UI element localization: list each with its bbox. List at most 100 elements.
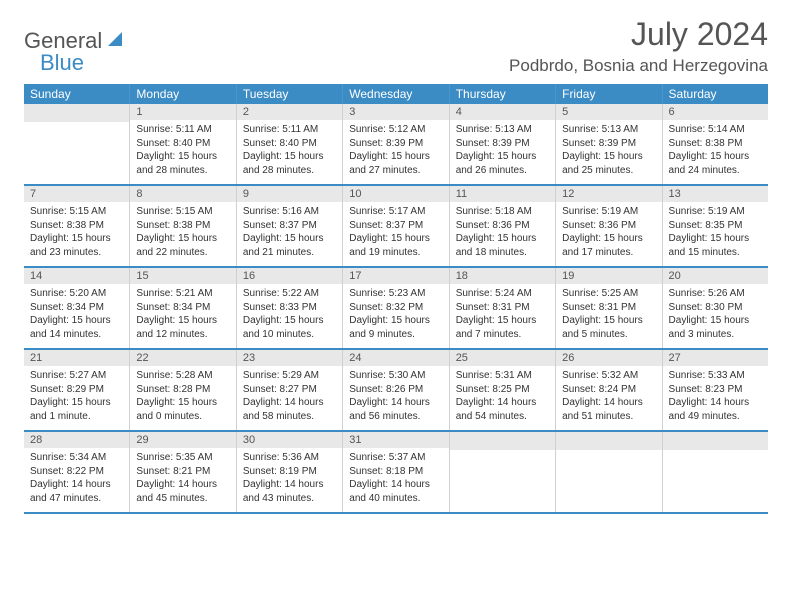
day-number: 23 — [237, 350, 342, 366]
day-cell: 5Sunrise: 5:13 AMSunset: 8:39 PMDaylight… — [556, 104, 662, 184]
sunrise-line: Sunrise: 5:19 AM — [562, 205, 655, 219]
daylight-line: Daylight: 15 hours and 15 minutes. — [669, 232, 762, 259]
sunrise-line: Sunrise: 5:15 AM — [30, 205, 123, 219]
sunset-line: Sunset: 8:29 PM — [30, 383, 123, 397]
day-number: 31 — [343, 432, 448, 448]
day-number: 4 — [450, 104, 555, 120]
sunrise-line: Sunrise: 5:12 AM — [349, 123, 442, 137]
location-text: Podbrdo, Bosnia and Herzegovina — [509, 56, 768, 76]
weekday-header-cell: Sunday — [24, 84, 130, 104]
day-number: 7 — [24, 186, 129, 202]
weekday-header-cell: Thursday — [450, 84, 556, 104]
day-cell — [556, 432, 662, 512]
day-cell: 12Sunrise: 5:19 AMSunset: 8:36 PMDayligh… — [556, 186, 662, 266]
day-content: Sunrise: 5:36 AMSunset: 8:19 PMDaylight:… — [237, 448, 342, 511]
daylight-line: Daylight: 15 hours and 19 minutes. — [349, 232, 442, 259]
sunrise-line: Sunrise: 5:33 AM — [669, 369, 762, 383]
day-content: Sunrise: 5:35 AMSunset: 8:21 PMDaylight:… — [130, 448, 235, 511]
sunset-line: Sunset: 8:31 PM — [562, 301, 655, 315]
day-content: Sunrise: 5:33 AMSunset: 8:23 PMDaylight:… — [663, 366, 768, 429]
sunset-line: Sunset: 8:23 PM — [669, 383, 762, 397]
sunset-line: Sunset: 8:25 PM — [456, 383, 549, 397]
daylight-line: Daylight: 15 hours and 10 minutes. — [243, 314, 336, 341]
sunrise-line: Sunrise: 5:18 AM — [456, 205, 549, 219]
day-content: Sunrise: 5:15 AMSunset: 8:38 PMDaylight:… — [130, 202, 235, 265]
sunset-line: Sunset: 8:18 PM — [349, 465, 442, 479]
title-block: July 2024 Podbrdo, Bosnia and Herzegovin… — [509, 16, 768, 76]
day-cell — [24, 104, 130, 184]
day-number: 2 — [237, 104, 342, 120]
sunrise-line: Sunrise: 5:14 AM — [669, 123, 762, 137]
daylight-line: Daylight: 15 hours and 28 minutes. — [243, 150, 336, 177]
day-cell: 25Sunrise: 5:31 AMSunset: 8:25 PMDayligh… — [450, 350, 556, 430]
day-content: Sunrise: 5:19 AMSunset: 8:36 PMDaylight:… — [556, 202, 661, 265]
daylight-line: Daylight: 14 hours and 47 minutes. — [30, 478, 123, 505]
day-number: 28 — [24, 432, 129, 448]
sunrise-line: Sunrise: 5:30 AM — [349, 369, 442, 383]
day-content: Sunrise: 5:11 AMSunset: 8:40 PMDaylight:… — [237, 120, 342, 183]
day-cell: 2Sunrise: 5:11 AMSunset: 8:40 PMDaylight… — [237, 104, 343, 184]
sunrise-line: Sunrise: 5:25 AM — [562, 287, 655, 301]
day-cell: 27Sunrise: 5:33 AMSunset: 8:23 PMDayligh… — [663, 350, 768, 430]
daylight-line: Daylight: 15 hours and 27 minutes. — [349, 150, 442, 177]
weekday-header-cell: Saturday — [663, 84, 768, 104]
daylight-line: Daylight: 14 hours and 43 minutes. — [243, 478, 336, 505]
sunset-line: Sunset: 8:26 PM — [349, 383, 442, 397]
daylight-line: Daylight: 14 hours and 58 minutes. — [243, 396, 336, 423]
day-cell: 10Sunrise: 5:17 AMSunset: 8:37 PMDayligh… — [343, 186, 449, 266]
daylight-line: Daylight: 15 hours and 3 minutes. — [669, 314, 762, 341]
daylight-line: Daylight: 14 hours and 45 minutes. — [136, 478, 229, 505]
sunset-line: Sunset: 8:36 PM — [456, 219, 549, 233]
sunset-line: Sunset: 8:35 PM — [669, 219, 762, 233]
day-content: Sunrise: 5:13 AMSunset: 8:39 PMDaylight:… — [556, 120, 661, 183]
day-cell: 18Sunrise: 5:24 AMSunset: 8:31 PMDayligh… — [450, 268, 556, 348]
sunrise-line: Sunrise: 5:24 AM — [456, 287, 549, 301]
daylight-line: Daylight: 14 hours and 51 minutes. — [562, 396, 655, 423]
sunrise-line: Sunrise: 5:11 AM — [243, 123, 336, 137]
weekday-header-cell: Friday — [556, 84, 662, 104]
daylight-line: Daylight: 15 hours and 24 minutes. — [669, 150, 762, 177]
day-number: 11 — [450, 186, 555, 202]
sunset-line: Sunset: 8:31 PM — [456, 301, 549, 315]
day-content: Sunrise: 5:19 AMSunset: 8:35 PMDaylight:… — [663, 202, 768, 265]
empty-day-number — [450, 432, 555, 450]
day-content: Sunrise: 5:16 AMSunset: 8:37 PMDaylight:… — [237, 202, 342, 265]
day-cell: 31Sunrise: 5:37 AMSunset: 8:18 PMDayligh… — [343, 432, 449, 512]
sunset-line: Sunset: 8:39 PM — [349, 137, 442, 151]
day-number: 19 — [556, 268, 661, 284]
daylight-line: Daylight: 15 hours and 25 minutes. — [562, 150, 655, 177]
day-content: Sunrise: 5:11 AMSunset: 8:40 PMDaylight:… — [130, 120, 235, 183]
day-cell: 28Sunrise: 5:34 AMSunset: 8:22 PMDayligh… — [24, 432, 130, 512]
day-cell: 13Sunrise: 5:19 AMSunset: 8:35 PMDayligh… — [663, 186, 768, 266]
daylight-line: Daylight: 15 hours and 14 minutes. — [30, 314, 123, 341]
daylight-line: Daylight: 15 hours and 23 minutes. — [30, 232, 123, 259]
sunrise-line: Sunrise: 5:34 AM — [30, 451, 123, 465]
day-content: Sunrise: 5:20 AMSunset: 8:34 PMDaylight:… — [24, 284, 129, 347]
day-cell: 9Sunrise: 5:16 AMSunset: 8:37 PMDaylight… — [237, 186, 343, 266]
daylight-line: Daylight: 15 hours and 22 minutes. — [136, 232, 229, 259]
week-row: 14Sunrise: 5:20 AMSunset: 8:34 PMDayligh… — [24, 268, 768, 350]
sunset-line: Sunset: 8:34 PM — [30, 301, 123, 315]
day-cell: 4Sunrise: 5:13 AMSunset: 8:39 PMDaylight… — [450, 104, 556, 184]
day-content: Sunrise: 5:22 AMSunset: 8:33 PMDaylight:… — [237, 284, 342, 347]
sunrise-line: Sunrise: 5:23 AM — [349, 287, 442, 301]
sunrise-line: Sunrise: 5:22 AM — [243, 287, 336, 301]
sunset-line: Sunset: 8:30 PM — [669, 301, 762, 315]
sunset-line: Sunset: 8:27 PM — [243, 383, 336, 397]
sunrise-line: Sunrise: 5:32 AM — [562, 369, 655, 383]
sunset-line: Sunset: 8:40 PM — [243, 137, 336, 151]
day-number: 10 — [343, 186, 448, 202]
day-cell: 8Sunrise: 5:15 AMSunset: 8:38 PMDaylight… — [130, 186, 236, 266]
sunset-line: Sunset: 8:38 PM — [30, 219, 123, 233]
sunrise-line: Sunrise: 5:13 AM — [562, 123, 655, 137]
daylight-line: Daylight: 14 hours and 54 minutes. — [456, 396, 549, 423]
sunset-line: Sunset: 8:37 PM — [243, 219, 336, 233]
day-content: Sunrise: 5:18 AMSunset: 8:36 PMDaylight:… — [450, 202, 555, 265]
sunrise-line: Sunrise: 5:27 AM — [30, 369, 123, 383]
day-number: 3 — [343, 104, 448, 120]
sunset-line: Sunset: 8:19 PM — [243, 465, 336, 479]
sunrise-line: Sunrise: 5:13 AM — [456, 123, 549, 137]
day-number: 8 — [130, 186, 235, 202]
sunrise-line: Sunrise: 5:26 AM — [669, 287, 762, 301]
day-number: 15 — [130, 268, 235, 284]
